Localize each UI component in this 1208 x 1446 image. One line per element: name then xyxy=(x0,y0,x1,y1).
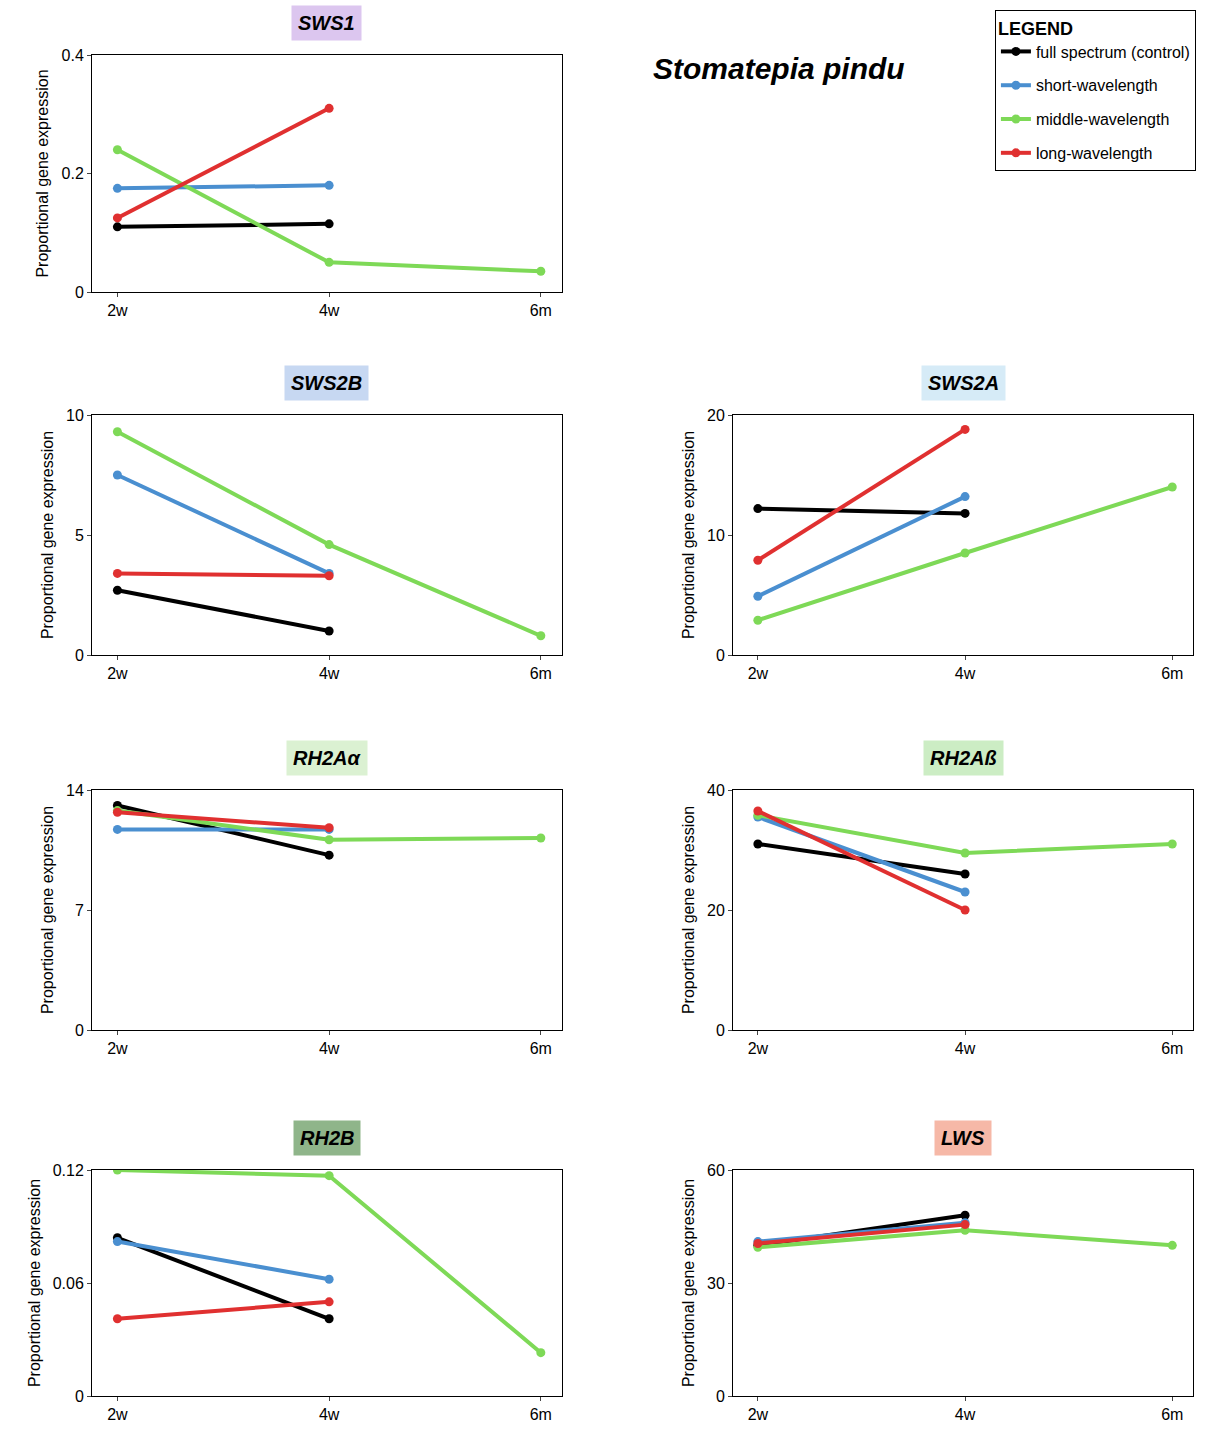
svg-text:short-wavelength: short-wavelength xyxy=(1036,77,1158,94)
svg-text:10: 10 xyxy=(66,407,84,424)
svg-text:SWS2B: SWS2B xyxy=(291,372,362,394)
svg-text:Stomatepia pindu: Stomatepia pindu xyxy=(653,52,905,85)
svg-text:0: 0 xyxy=(75,647,84,664)
svg-text:0: 0 xyxy=(716,647,725,664)
svg-text:2w: 2w xyxy=(107,302,128,319)
svg-text:Proportional gene expression: Proportional gene expression xyxy=(34,69,51,277)
svg-text:40: 40 xyxy=(707,782,725,799)
svg-text:4w: 4w xyxy=(955,1406,976,1423)
svg-text:LEGEND: LEGEND xyxy=(998,19,1073,39)
svg-text:0: 0 xyxy=(75,1022,84,1039)
svg-text:Proportional gene expression: Proportional gene expression xyxy=(680,806,697,1014)
svg-text:Proportional gene expression: Proportional gene expression xyxy=(26,1179,43,1387)
svg-text:SWS1: SWS1 xyxy=(298,12,355,34)
svg-text:0.12: 0.12 xyxy=(53,1162,84,1179)
svg-text:4w: 4w xyxy=(319,302,340,319)
svg-text:0: 0 xyxy=(716,1388,725,1405)
svg-text:0.06: 0.06 xyxy=(53,1275,84,1292)
svg-text:2w: 2w xyxy=(107,1406,128,1423)
svg-text:6m: 6m xyxy=(530,302,552,319)
svg-text:6m: 6m xyxy=(530,1406,552,1423)
svg-text:0: 0 xyxy=(75,284,84,301)
svg-text:2w: 2w xyxy=(748,665,769,682)
svg-text:SWS2A: SWS2A xyxy=(928,372,999,394)
svg-text:60: 60 xyxy=(707,1162,725,1179)
svg-text:20: 20 xyxy=(707,407,725,424)
svg-text:6m: 6m xyxy=(1161,1040,1183,1057)
svg-text:6m: 6m xyxy=(1161,665,1183,682)
svg-text:RH2Aα: RH2Aα xyxy=(293,747,361,769)
svg-text:2w: 2w xyxy=(748,1040,769,1057)
svg-text:long-wavelength: long-wavelength xyxy=(1036,145,1153,162)
svg-text:2w: 2w xyxy=(107,665,128,682)
svg-text:middle-wavelength: middle-wavelength xyxy=(1036,111,1169,128)
svg-text:Proportional gene expression: Proportional gene expression xyxy=(39,806,56,1014)
svg-text:0: 0 xyxy=(75,1388,84,1405)
svg-text:full spectrum (control): full spectrum (control) xyxy=(1036,44,1190,61)
svg-text:Proportional gene expression: Proportional gene expression xyxy=(680,1179,697,1387)
svg-text:2w: 2w xyxy=(107,1040,128,1057)
svg-text:0.4: 0.4 xyxy=(62,47,84,64)
svg-text:LWS: LWS xyxy=(941,1127,985,1149)
svg-text:2w: 2w xyxy=(748,1406,769,1423)
svg-text:30: 30 xyxy=(707,1275,725,1292)
svg-text:5: 5 xyxy=(75,527,84,544)
svg-text:4w: 4w xyxy=(319,665,340,682)
svg-text:6m: 6m xyxy=(530,1040,552,1057)
svg-text:0.2: 0.2 xyxy=(62,165,84,182)
svg-text:4w: 4w xyxy=(955,665,976,682)
svg-text:RH2B: RH2B xyxy=(300,1127,354,1149)
svg-text:4w: 4w xyxy=(955,1040,976,1057)
svg-text:6m: 6m xyxy=(530,665,552,682)
svg-text:7: 7 xyxy=(75,902,84,919)
svg-text:4w: 4w xyxy=(319,1040,340,1057)
svg-text:0: 0 xyxy=(716,1022,725,1039)
svg-text:4w: 4w xyxy=(319,1406,340,1423)
svg-text:6m: 6m xyxy=(1161,1406,1183,1423)
svg-text:Proportional gene expression: Proportional gene expression xyxy=(680,431,697,639)
svg-text:20: 20 xyxy=(707,902,725,919)
svg-text:10: 10 xyxy=(707,527,725,544)
svg-text:Proportional gene expression: Proportional gene expression xyxy=(39,431,56,639)
svg-text:RH2Aß: RH2Aß xyxy=(930,747,997,769)
svg-text:14: 14 xyxy=(66,782,84,799)
